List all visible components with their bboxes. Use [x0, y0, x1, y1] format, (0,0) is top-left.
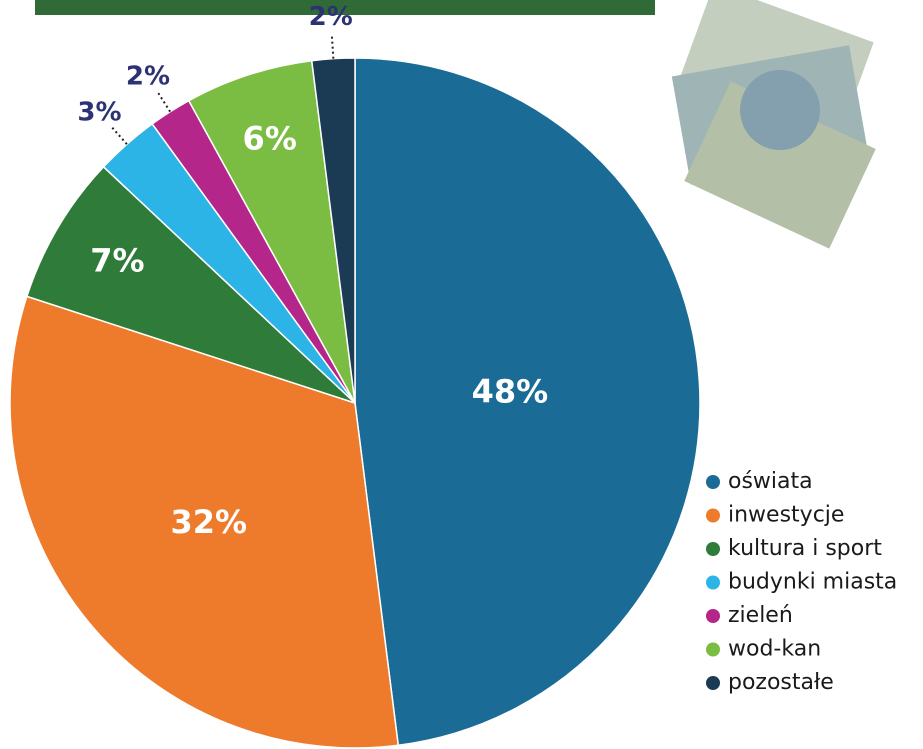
legend-marker [706, 475, 720, 489]
legend-label: kultura i sport [728, 536, 882, 561]
legend-label: wod-kan [728, 637, 821, 662]
data-label: 6% [243, 120, 297, 158]
legend-marker [706, 676, 720, 690]
leader-line [111, 126, 127, 144]
page: 48%32%7%3%2%6%2%oświatainwestycjekultura… [0, 0, 923, 749]
legend-label: oświata [728, 469, 813, 494]
legend-marker [706, 542, 720, 556]
data-label: 48% [472, 372, 549, 410]
legend-marker [706, 609, 720, 623]
legend-label: budynki miasta [728, 570, 897, 595]
legend-marker [706, 643, 720, 657]
legend-marker [706, 576, 720, 590]
legend-marker [706, 509, 720, 523]
leader-line [157, 91, 170, 111]
leader-line [332, 35, 334, 59]
legend-label: inwestycje [728, 503, 844, 528]
legend-label: zieleń [728, 603, 793, 628]
data-label: 7% [90, 242, 144, 280]
data-label: 2% [126, 61, 170, 91]
data-label: 2% [309, 2, 353, 32]
data-label: 3% [77, 98, 121, 128]
money-illustration [672, 0, 876, 249]
legend-label: pozostałe [728, 670, 834, 695]
data-label: 32% [170, 503, 247, 541]
chart: 48%32%7%3%2%6%2%oświatainwestycjekultura… [0, 0, 923, 749]
